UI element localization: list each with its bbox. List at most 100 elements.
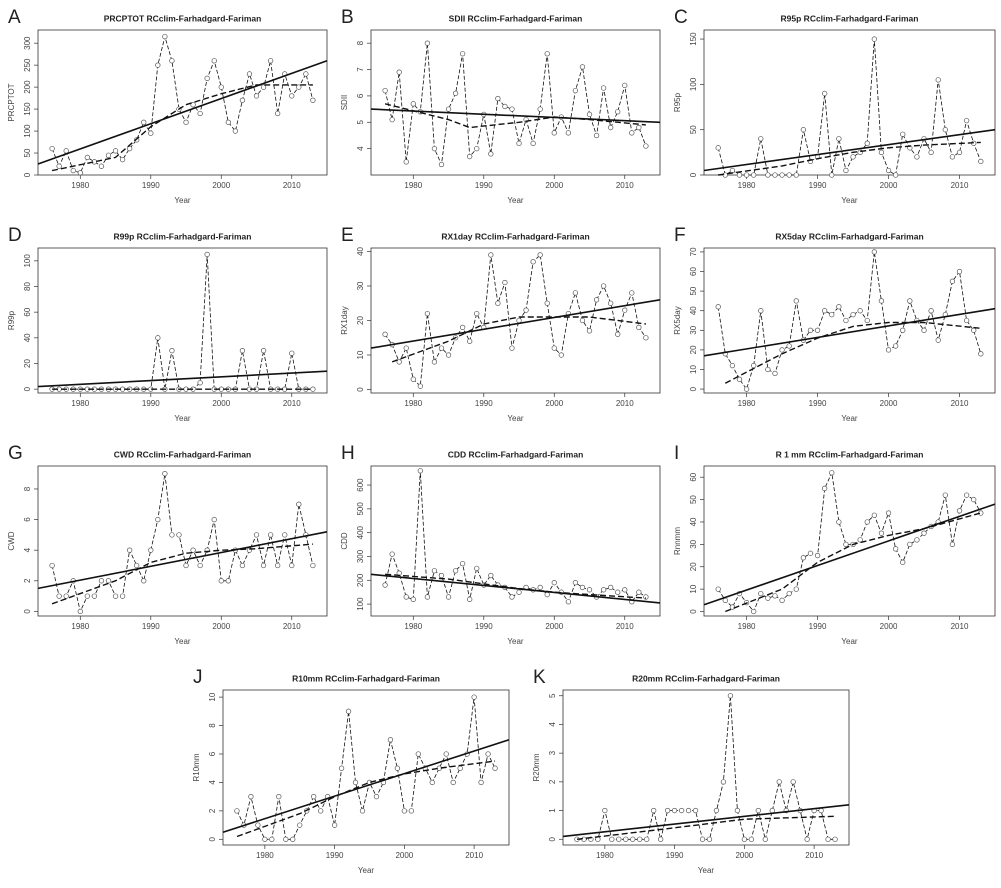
data-point [822, 308, 828, 314]
data-point [431, 359, 438, 365]
data-point [772, 370, 778, 377]
panel: J R10mm RCclim-Farhadgard-Fariman 1980 1990… [192, 667, 510, 875]
x-tick-label: 1990 [666, 851, 684, 860]
data-point [814, 552, 821, 559]
data-point [629, 130, 635, 136]
data-point [495, 300, 501, 306]
data-point [623, 836, 629, 842]
y-tick-label: 40 [23, 333, 32, 342]
x-tick-label: 1980 [404, 622, 422, 631]
data-point [262, 836, 268, 842]
data-point [734, 807, 741, 814]
panel: A PRCPTOT RCclim-Farhadgard-Fariman 1980 19… [7, 7, 328, 205]
x-tick-label: 2010 [465, 851, 483, 860]
y-tick-label: 3 [548, 750, 557, 755]
data-point [942, 492, 948, 498]
data-point [600, 587, 607, 593]
data-point [141, 119, 147, 125]
data-point [818, 807, 824, 814]
data-point [892, 343, 899, 349]
data-point [352, 779, 359, 786]
data-point [509, 345, 515, 351]
series-line [51, 35, 314, 174]
data-point [779, 172, 785, 178]
x-tick-label: 1990 [326, 851, 344, 860]
data-point [331, 822, 338, 828]
plot-frame [37, 465, 328, 617]
panel: C R95p RCclim-Farhadgard-Fariman 1980 1990 2… [673, 7, 996, 205]
data-point [485, 751, 491, 757]
plot-frame [37, 247, 328, 394]
y-tick-label: 8 [356, 40, 365, 45]
data-point [134, 562, 140, 569]
y-tick-label: 4 [23, 547, 32, 552]
y-axis-label: SDII [340, 95, 349, 111]
data-point [112, 148, 119, 154]
plot-frame [370, 29, 661, 176]
y-tick-label: 10 [689, 364, 698, 373]
y-tick-label: 500 [356, 502, 365, 516]
data-point [537, 106, 543, 112]
data-point [169, 532, 175, 538]
data-point [720, 779, 727, 785]
data-point [310, 386, 316, 392]
x-axis-label: Year [841, 414, 858, 423]
data-point [49, 562, 55, 569]
data-point [643, 143, 649, 149]
data-point [572, 580, 579, 586]
panel-letter: J [193, 667, 203, 688]
y-tick-label: 40 [356, 246, 365, 255]
data-point [408, 808, 414, 814]
panel-title: RX5day RCclim-Farhadgard-Fariman [775, 231, 923, 241]
data-point [715, 145, 721, 151]
panel-title: CWD RCclim-Farhadgard-Fariman [114, 449, 251, 459]
series-line [384, 470, 647, 603]
data-point [452, 568, 459, 574]
data-point [551, 130, 557, 136]
data-point [415, 751, 421, 757]
data-point [459, 51, 466, 57]
smooth-line [391, 316, 646, 363]
y-tick-label: 0 [356, 387, 365, 392]
data-point [155, 335, 161, 341]
data-point [878, 298, 885, 304]
data-point [105, 578, 112, 584]
y-axis-label: Rnnmm [673, 527, 682, 555]
y-axis-label: R10mm [192, 753, 201, 781]
data-point [417, 383, 423, 389]
x-tick-label: 1980 [738, 399, 756, 408]
data-point [699, 836, 706, 842]
y-tick-label: 0 [689, 172, 698, 177]
series-line [717, 39, 982, 176]
data-point [755, 807, 761, 814]
data-point [829, 172, 835, 178]
x-axis-label: Year [841, 637, 858, 646]
x-tick-label: 2000 [212, 622, 230, 631]
data-point [373, 794, 380, 800]
data-point [474, 310, 480, 317]
y-tick-label: 50 [23, 148, 32, 157]
panel-letter: I [674, 443, 679, 464]
data-point [403, 159, 409, 165]
data-point [885, 347, 892, 353]
data-point [396, 359, 402, 365]
data-point [832, 836, 838, 842]
panel-letter: D [8, 225, 22, 246]
data-point [225, 578, 231, 584]
data-point [467, 596, 473, 602]
data-point [871, 249, 877, 255]
x-tick-label: 1980 [71, 181, 89, 190]
data-point [892, 546, 899, 552]
x-tick-label: 1980 [71, 622, 89, 631]
y-tick-label: 300 [23, 36, 32, 50]
y-tick-label: 4 [548, 722, 557, 727]
plot-frame [222, 689, 510, 846]
data-point [445, 594, 452, 600]
data-point [338, 765, 345, 771]
data-point [474, 145, 480, 152]
data-point [239, 348, 246, 354]
data-point [183, 119, 189, 125]
data-point [218, 578, 224, 584]
y-tick-label: 20 [689, 562, 698, 571]
data-point [765, 366, 771, 373]
